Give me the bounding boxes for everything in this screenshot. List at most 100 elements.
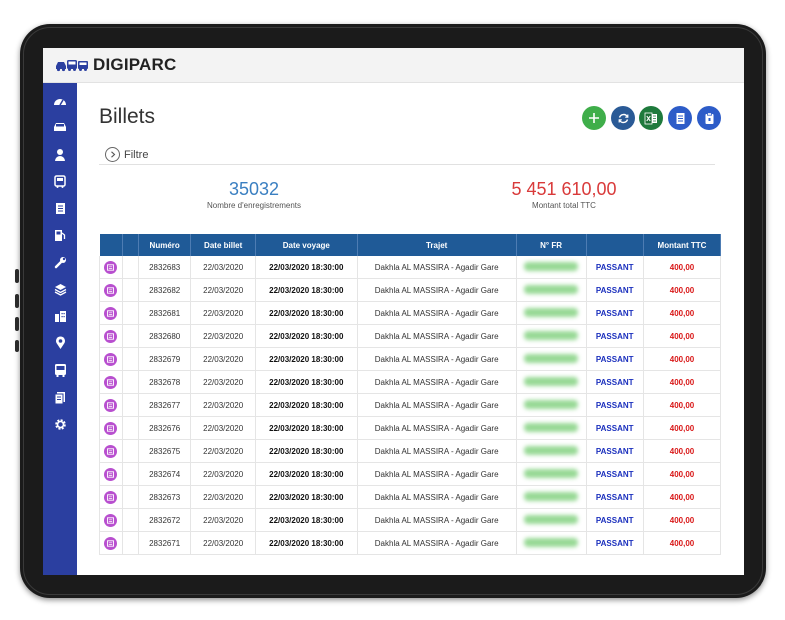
ticket-icon[interactable] <box>104 444 118 458</box>
redacted-value <box>524 284 579 294</box>
column-header <box>99 234 123 256</box>
files-icon <box>54 391 65 404</box>
table-row[interactable]: 2832680 22/03/2020 22/03/2020 18:30:00 Dakh… <box>99 324 722 348</box>
row-action-cell[interactable] <box>99 370 123 394</box>
ticket-icon[interactable] <box>104 490 118 504</box>
table-row[interactable]: 2832681 22/03/2020 22/03/2020 18:30:00 Dakh… <box>99 301 722 325</box>
row-action-cell[interactable] <box>99 485 123 509</box>
column-header-numero-fr[interactable]: N° FR <box>516 234 587 256</box>
app-screen: DIGIPARC <box>43 48 744 575</box>
numero-cell: 2832678 <box>138 370 192 394</box>
redacted-value <box>524 445 579 455</box>
row-action-cell[interactable] <box>99 278 123 302</box>
numero-cell: 2832675 <box>138 439 192 463</box>
ticket-icon[interactable] <box>104 329 118 343</box>
table-row[interactable]: 2832671 22/03/2020 22/03/2020 18:30:00 Dakh… <box>99 531 722 555</box>
ticket-icon[interactable] <box>104 536 118 550</box>
ticket-icon[interactable] <box>104 513 118 527</box>
filter-toggle[interactable]: Filtre <box>105 147 148 162</box>
table-row[interactable]: 2832682 22/03/2020 22/03/2020 18:30:00 Dakh… <box>99 278 722 302</box>
divider <box>99 164 715 165</box>
table-row[interactable]: 2832674 22/03/2020 22/03/2020 18:30:00 Dakh… <box>99 462 722 486</box>
table-row[interactable]: 2832673 22/03/2020 22/03/2020 18:30:00 Dakh… <box>99 485 722 509</box>
refresh-button[interactable] <box>611 106 635 130</box>
document-icon <box>676 112 684 124</box>
ticket-icon[interactable] <box>104 260 118 274</box>
numero-cell: 2832671 <box>138 531 192 555</box>
table-row[interactable]: 2832677 22/03/2020 22/03/2020 18:30:00 Dakh… <box>99 393 722 417</box>
column-header-numero[interactable]: Numéro <box>138 234 192 256</box>
row-action-cell[interactable] <box>99 531 123 555</box>
trajet-cell: Dakhla AL MASSIRA - Agadir Gare <box>357 278 517 302</box>
column-header-montant[interactable]: Montant TTC <box>643 234 722 256</box>
numero-fr-cell <box>516 485 587 509</box>
ticket-icon[interactable] <box>104 398 118 412</box>
numero-fr-cell <box>516 370 587 394</box>
ticket-icon[interactable] <box>104 421 118 435</box>
empty-cell <box>122 324 140 348</box>
trajet-cell: Dakhla AL MASSIRA - Agadir Gare <box>357 485 517 509</box>
plus-icon <box>589 113 599 123</box>
row-action-cell[interactable] <box>99 393 123 417</box>
row-action-cell[interactable] <box>99 439 123 463</box>
clipboard-button[interactable] <box>697 106 721 130</box>
montant-cell: 400,00 <box>643 370 722 394</box>
row-action-cell[interactable] <box>99 508 123 532</box>
sidebar-item-agencies[interactable] <box>43 306 77 326</box>
date-voyage-cell: 22/03/2020 18:30:00 <box>255 324 358 348</box>
numero-cell: 2832676 <box>138 416 192 440</box>
document-button[interactable] <box>668 106 692 130</box>
sidebar-item-buses[interactable] <box>43 171 77 191</box>
montant-cell: 400,00 <box>643 278 722 302</box>
sidebar-item-dashboard[interactable] <box>43 91 77 111</box>
type-cell: PASSANT <box>586 347 644 371</box>
sidebar-item-fuel[interactable] <box>43 225 77 245</box>
table-row[interactable]: 2832679 22/03/2020 22/03/2020 18:30:00 Dakh… <box>99 347 722 371</box>
dashboard-icon <box>54 99 66 106</box>
date-voyage-cell: 22/03/2020 18:30:00 <box>255 370 358 394</box>
document-icon <box>55 202 65 214</box>
sidebar-item-fleet[interactable] <box>43 360 77 380</box>
row-action-cell[interactable] <box>99 462 123 486</box>
row-action-cell[interactable] <box>99 324 123 348</box>
date-voyage-cell: 22/03/2020 18:30:00 <box>255 347 358 371</box>
tablet-side-button <box>15 294 19 308</box>
empty-cell <box>122 347 140 371</box>
row-action-cell[interactable] <box>99 416 123 440</box>
sidebar-item-locations[interactable] <box>43 333 77 353</box>
type-cell: PASSANT <box>586 416 644 440</box>
sidebar-item-users[interactable] <box>43 144 77 164</box>
table-row[interactable]: 2832672 22/03/2020 22/03/2020 18:30:00 Dakh… <box>99 508 722 532</box>
ticket-icon[interactable] <box>104 283 118 297</box>
table-row[interactable]: 2832676 22/03/2020 22/03/2020 18:30:00 Dakh… <box>99 416 722 440</box>
row-action-cell[interactable] <box>99 301 123 325</box>
tickets-table: Numéro Date billet Date voyage Trajet N°… <box>99 234 722 555</box>
date-billet-cell: 22/03/2020 <box>190 393 256 417</box>
ticket-icon[interactable] <box>104 306 118 320</box>
table-row[interactable]: 2832683 22/03/2020 22/03/2020 18:30:00 Dakh… <box>99 256 722 279</box>
table-row[interactable]: 2832675 22/03/2020 22/03/2020 18:30:00 Dakh… <box>99 439 722 463</box>
numero-fr-cell <box>516 416 587 440</box>
row-action-cell[interactable] <box>99 256 123 279</box>
sidebar-item-maintenance[interactable] <box>43 252 77 272</box>
sidebar-item-tickets[interactable] <box>43 387 77 407</box>
tablet-bezel <box>23 27 763 595</box>
sidebar-item-settings[interactable] <box>43 414 77 434</box>
table-row[interactable]: 2832678 22/03/2020 22/03/2020 18:30:00 Dakh… <box>99 370 722 394</box>
sidebar-item-documents[interactable] <box>43 198 77 218</box>
numero-fr-cell <box>516 256 587 279</box>
trajet-cell: Dakhla AL MASSIRA - Agadir Gare <box>357 416 517 440</box>
numero-fr-cell <box>516 347 587 371</box>
column-header-date-voyage[interactable]: Date voyage <box>255 234 358 256</box>
ticket-icon[interactable] <box>104 352 118 366</box>
ticket-icon[interactable] <box>104 467 118 481</box>
sidebar-item-vehicles[interactable] <box>43 117 77 137</box>
excel-button[interactable] <box>639 106 663 130</box>
main-content: Billets <box>77 83 744 575</box>
add-button[interactable] <box>582 106 606 130</box>
column-header-trajet[interactable]: Trajet <box>357 234 517 256</box>
sidebar-item-layers[interactable] <box>43 279 77 299</box>
ticket-icon[interactable] <box>104 375 118 389</box>
column-header-date-billet[interactable]: Date billet <box>190 234 256 256</box>
row-action-cell[interactable] <box>99 347 123 371</box>
